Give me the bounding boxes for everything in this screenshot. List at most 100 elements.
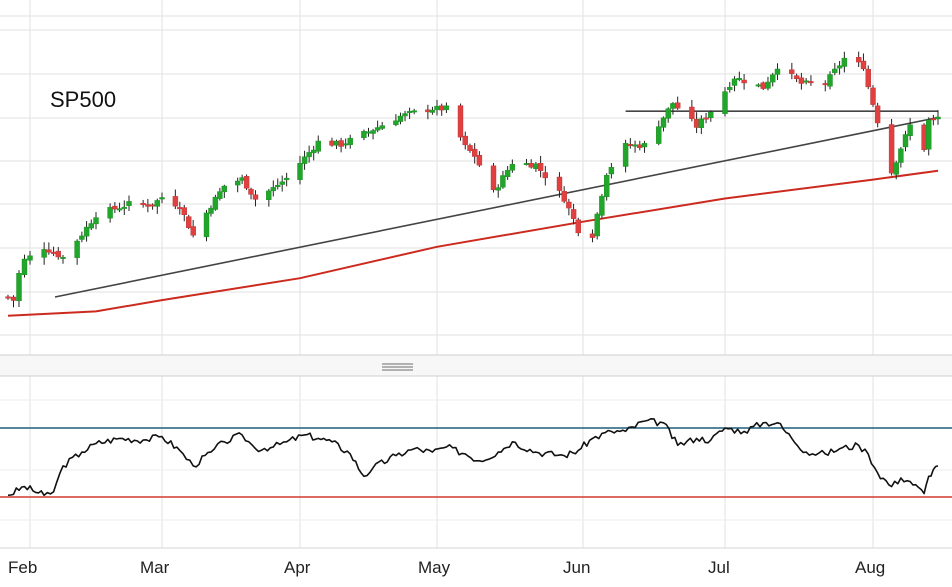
candlestick [670,102,676,115]
candlestick [93,212,99,230]
candlestick [41,242,47,265]
candlestick [126,195,132,211]
candlestick [283,172,290,187]
x-axis-labels: Feb Mar Apr May Jun Jul Aug [8,558,885,577]
candlestick [145,198,151,213]
candlestick [190,219,196,238]
candlestick [208,205,214,217]
candlestick [902,130,909,152]
candlestick [822,80,828,92]
candlestick [589,229,596,243]
candlestick [462,131,468,150]
candlestick [755,83,762,88]
candlestick [83,221,90,242]
candlestick [860,53,867,71]
candlestick [689,99,695,122]
candlestick [865,65,871,90]
ui-layer [0,354,952,549]
moving-average-layer [7,169,939,317]
candlestick [121,200,128,215]
candlestick [604,173,610,201]
candlestick [570,203,577,225]
candlestick [333,139,340,149]
candlestick [393,114,399,127]
oscillator-line [7,417,939,497]
candlestick [774,63,781,81]
candlestick [523,158,530,166]
candlestick [789,62,795,80]
x-tick-label: Mar [140,558,170,577]
x-tick-label: Feb [8,558,37,577]
candlestick [429,106,436,115]
candlestick [703,112,709,124]
candlestick [500,170,506,189]
candlestick [275,178,281,190]
candlestick [370,128,376,140]
candlestick [248,187,254,200]
candlestick [727,82,733,93]
candlestick [457,103,464,141]
candlestick [760,81,766,91]
candlestick [627,138,633,149]
pane-resize-handle-icon[interactable] [382,363,413,371]
candlestick [329,137,335,147]
candlestick [402,110,408,122]
candlestick [185,214,192,230]
candlestick [935,110,941,125]
candlestick [297,155,303,185]
candlestick [252,190,259,207]
candlestick [10,295,17,308]
candlestick [46,242,52,255]
candlestick [561,186,567,204]
candlestick [495,184,501,198]
candlestick [181,204,188,222]
candlestick [361,129,367,141]
candlestick [808,75,814,86]
candlestick [731,76,738,92]
candlestick [306,145,312,163]
trendline-annotation [54,116,939,298]
candlestick [425,104,431,120]
candlestick [217,187,223,201]
oscillator-layer [0,417,952,498]
candlestick [301,150,308,170]
candlestick [841,51,848,73]
candlestick [741,74,747,90]
candlestick [874,102,881,128]
candlestick [856,51,862,68]
candlestick [836,60,843,75]
candlestick [343,138,349,149]
candlestick [722,87,728,117]
candlestick [27,250,33,265]
candlestick [926,117,932,156]
candlestick [154,198,161,214]
candlestick [16,270,22,307]
candlestick [930,114,937,126]
candlestick [221,184,228,198]
candlestick [827,71,833,90]
candlestick [770,72,776,87]
candlestick [347,134,353,149]
pane-divider [0,355,952,376]
candlestick [803,77,809,85]
candlestick [79,231,85,243]
candlestick [266,188,272,207]
candlestick [476,151,483,167]
chart-title: SP500 [50,87,116,112]
candlestick [21,254,28,278]
candlestick [736,71,742,82]
candlestick [693,112,700,134]
x-tick-label: May [418,558,451,577]
candlestick [504,166,511,180]
candlestick [467,143,473,153]
candlestick [379,121,385,130]
candlestick [234,177,241,193]
candlestick [566,198,572,216]
candlestick [765,76,771,91]
candlestick [888,118,895,176]
candlestick [406,107,413,120]
candlestick [832,62,838,76]
candlestick [140,199,146,208]
candlestick [793,73,800,83]
